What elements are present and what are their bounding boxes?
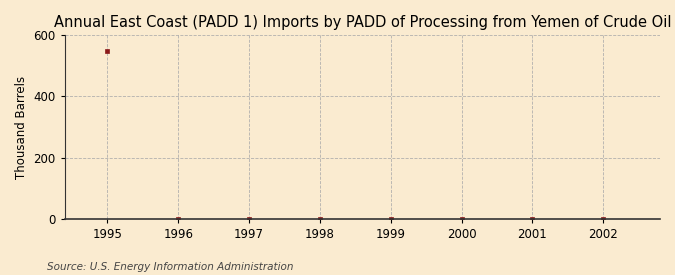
Title: Annual East Coast (PADD 1) Imports by PADD of Processing from Yemen of Crude Oil: Annual East Coast (PADD 1) Imports by PA… — [54, 15, 671, 30]
Text: Source: U.S. Energy Information Administration: Source: U.S. Energy Information Administ… — [47, 262, 294, 272]
Y-axis label: Thousand Barrels: Thousand Barrels — [15, 75, 28, 178]
